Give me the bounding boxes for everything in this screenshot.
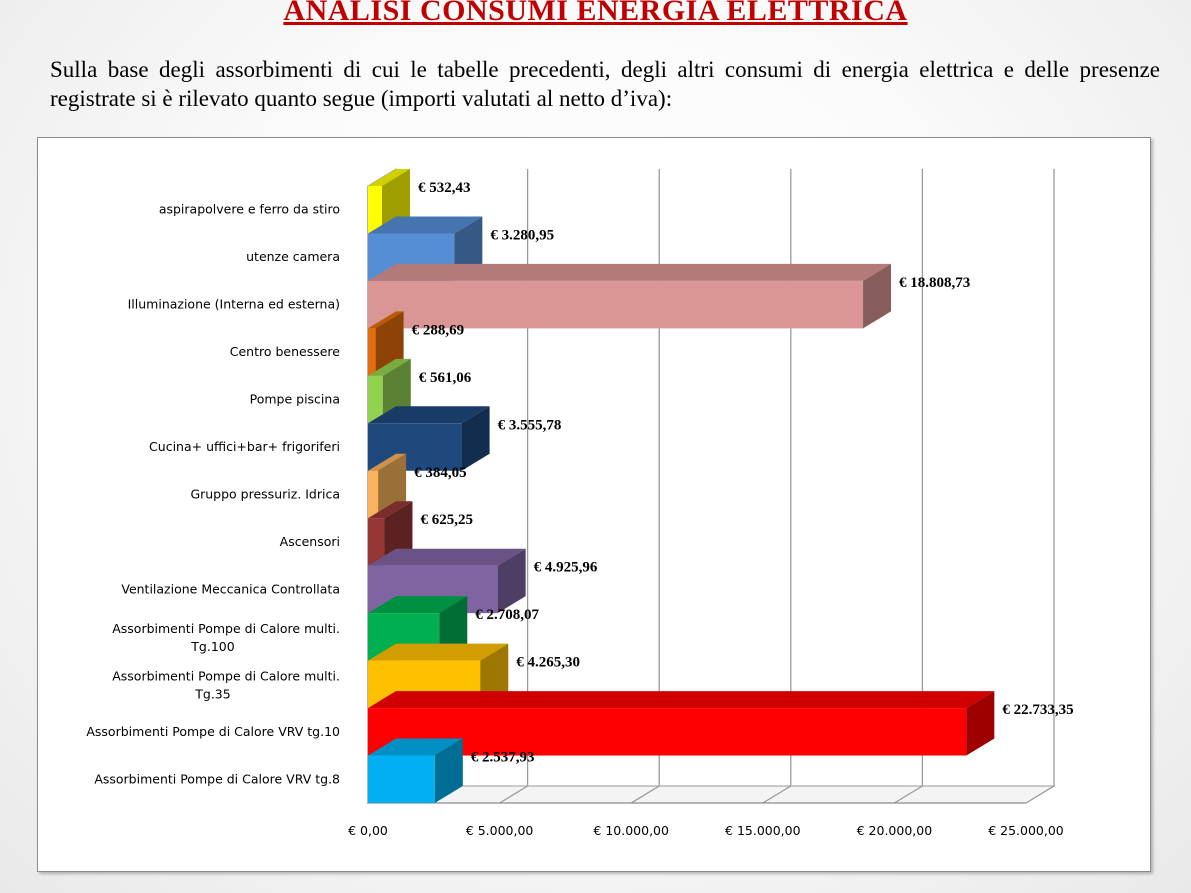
category-label: Gruppo pressuriz. Idrica	[190, 487, 340, 502]
bar-top-face	[368, 406, 490, 424]
data-label: € 532,43	[418, 180, 471, 196]
bar-front-face	[368, 186, 383, 234]
bar: € 2.537,93	[368, 738, 535, 803]
x-tick-label: € 20.000,00	[857, 823, 933, 838]
category-labels: aspirapolvere e ferro da stiro utenze cam…	[86, 202, 340, 787]
category-label: Illuminazione (Interna ed esterna)	[128, 297, 340, 312]
bar-top-face	[368, 453, 407, 471]
data-label: € 4.925,96	[534, 560, 598, 576]
bar-top-face	[368, 358, 411, 376]
bar-front-face	[368, 755, 435, 803]
bar-front-face	[368, 470, 379, 519]
data-label: € 3.280,95	[490, 227, 554, 243]
bar-top-face	[368, 548, 526, 566]
category-label: Pompe piscina	[250, 392, 340, 407]
intro-paragraph: Sulla base degli assorbimenti di cui le …	[50, 57, 1160, 111]
category-label: utenze camera	[246, 249, 340, 264]
data-label: € 4.265,30	[516, 655, 580, 671]
category-label: Assorbimenti Pompe di Calore multi.	[112, 621, 340, 636]
bar-top-face	[368, 738, 463, 756]
bar-top-face	[368, 263, 892, 281]
bar-top-face	[368, 216, 483, 234]
bar-end-face	[461, 406, 490, 471]
bar-end-face	[863, 263, 892, 329]
category-label: Ventilazione Meccanica Controllata	[121, 581, 340, 596]
bar-front-face	[368, 518, 385, 566]
bar-top-face	[368, 311, 404, 329]
gridline-floor	[630, 785, 660, 804]
data-label: € 22.733,35	[1002, 702, 1073, 718]
bar-top-face	[368, 691, 995, 709]
category-label: Assorbimenti Pompe di Calore VRV tg.8	[94, 771, 340, 786]
data-label: € 2.537,93	[471, 750, 535, 766]
category-label: aspirapolvere e ferro da stiro	[159, 202, 340, 217]
category-label: Centro benessere	[230, 344, 341, 359]
x-tick-label: € 5.000,00	[466, 823, 534, 838]
data-label: € 288,69	[412, 322, 465, 338]
bar-front-face	[368, 708, 967, 756]
data-label: € 18.808,73	[899, 275, 970, 291]
gridline-floor	[894, 785, 923, 804]
bar-front-face	[368, 280, 864, 329]
bar-top-face	[368, 596, 468, 614]
bar: € 561,06	[368, 358, 472, 424]
slide-title: ANALISI CONSUMI ENERGIA ELETTRICA	[283, 0, 908, 27]
x-tick-labels: € 0,00 € 5.000,00 € 10.000,00 € 15.000,00 € …	[348, 823, 1064, 838]
data-label: € 3.555,78	[498, 417, 562, 433]
energy-cost-bar-chart: € 532,43 € 3.280,95 € 18.808,73 € 288,69 € 5…	[86, 168, 1074, 838]
bar-front-face	[368, 375, 383, 424]
x-tick-label: € 0,00	[348, 823, 388, 838]
data-label: € 625,25	[420, 512, 473, 528]
bar-front-face	[368, 328, 376, 376]
x-tick-label: € 15.000,00	[725, 823, 801, 838]
gridline-floor	[762, 785, 792, 804]
bar-top-face	[368, 169, 411, 186]
bar-end-face	[434, 738, 463, 803]
bar-end-face	[497, 548, 526, 614]
gridline-floor	[499, 785, 528, 804]
category-label: Cucina+ uffici+bar+ frigoriferi	[149, 439, 340, 454]
x-tick-label: € 10.000,00	[593, 823, 669, 838]
chart-area: € 532,43 € 3.280,95 € 18.808,73 € 288,69 € 5…	[37, 137, 1151, 872]
data-label: € 384,05	[414, 465, 467, 481]
category-label: Assorbimenti Pompe di Calore multi.	[112, 668, 340, 683]
bar: € 18.808,73	[368, 263, 970, 329]
category-label: Tg.35	[194, 686, 230, 701]
bar: € 22.733,35	[368, 691, 1074, 756]
data-label: € 2.708,07	[475, 607, 539, 623]
bars: € 532,43 € 3.280,95 € 18.808,73 € 288,69 € 5…	[368, 169, 1074, 803]
floor	[366, 785, 1056, 804]
gridline-floor	[1025, 785, 1055, 804]
category-label: Ascensori	[280, 534, 340, 549]
x-tick-label: € 25.000,00	[988, 823, 1064, 838]
data-label: € 561,06	[419, 370, 472, 386]
category-label: Assorbimenti Pompe di Calore VRV tg.10	[86, 724, 340, 739]
bar-end-face	[966, 691, 995, 756]
category-label: Tg.100	[190, 639, 234, 654]
bar: € 384,05	[368, 453, 467, 519]
bar-top-face	[368, 643, 509, 661]
bar-top-face	[368, 501, 413, 519]
